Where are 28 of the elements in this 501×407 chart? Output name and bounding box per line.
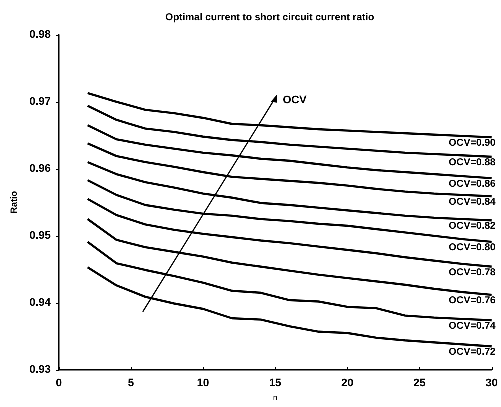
series-label: OCV=0.86 (448, 178, 496, 190)
series-label: OCV=0.88 (448, 157, 496, 168)
y-tick-label: 0.93 (30, 364, 51, 376)
x-tick-label: 30 (486, 378, 498, 390)
x-tick-label: 25 (414, 378, 426, 390)
series-label: OCV=0.72 (448, 347, 496, 358)
series-label: OCV=0.80 (448, 242, 496, 254)
x-tick-label: 10 (197, 378, 210, 390)
x-tick-label: 15 (269, 378, 282, 390)
series-label: OCV=0.76 (448, 296, 496, 307)
line-series (86, 92, 493, 139)
annotation: OCV (283, 94, 308, 106)
series-label: OCV=0.74 (448, 321, 496, 332)
y-tick-label: 0.96 (30, 163, 51, 176)
series-label: OCV=0.90 (448, 138, 496, 150)
chart-title: Optimal current to short circuit current ratio (166, 12, 374, 24)
x-axis-title: n (273, 394, 278, 402)
x-tick-label: 20 (341, 378, 354, 390)
y-tick-label: 0.97 (30, 96, 51, 108)
y-tick-label: 0.94 (30, 297, 52, 310)
series-label: OCV=0.82 (448, 221, 496, 232)
y-tick-label: 0.95 (30, 230, 51, 242)
x-tick-label: 5 (128, 378, 134, 390)
y-axis-title: Ratio (9, 190, 20, 214)
x-tick-label: 0 (56, 378, 62, 390)
series-label: OCV=0.78 (448, 267, 496, 278)
series-label: OCV=0.84 (448, 197, 496, 208)
y-tick-label: 0.98 (30, 29, 51, 41)
